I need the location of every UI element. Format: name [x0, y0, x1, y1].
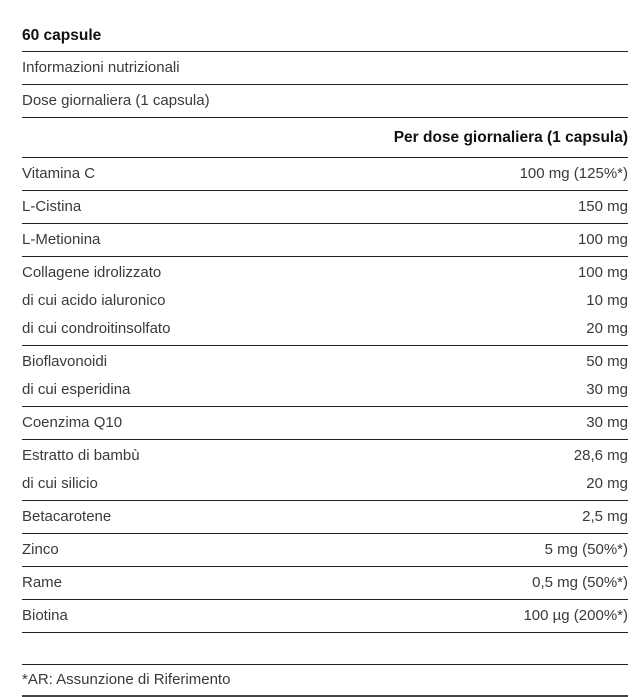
nutrient-name: Coenzima Q10: [22, 414, 123, 431]
nutrient-name: Collagene idrolizzato: [22, 264, 162, 281]
nutrient-line: Estratto di bambù 28,6 mg: [22, 442, 628, 470]
nutrient-row: L-Metionina 100 mg: [22, 224, 628, 257]
nutrient-name: Bioflavonoidi: [22, 353, 108, 370]
nutrient-name: Estratto di bambù: [22, 447, 140, 464]
nutrient-value: 100 µg (200%*): [523, 607, 628, 624]
nutrient-value: 20 mg: [586, 475, 628, 492]
column-header: Per dose giornaliera (1 capsula): [22, 118, 628, 158]
info-row: Informazioni nutrizionali: [22, 52, 628, 85]
nutrient-row: Estratto di bambù 28,6 mg di cui silicio 20…: [22, 440, 628, 501]
footnote: *AR: Assunzione di Riferimento: [22, 665, 628, 697]
nutrient-line: di cui acido ialuronico 10 mg: [22, 287, 628, 315]
nutrient-value: 5 mg (50%*): [544, 541, 628, 558]
nutrient-name: di cui acido ialuronico: [22, 292, 166, 309]
nutrient-row: L-Cistina 150 mg: [22, 191, 628, 224]
nutrient-line: Coenzima Q10 30 mg: [22, 409, 628, 437]
nutrient-name: L-Metionina: [22, 231, 101, 248]
nutrient-line: Biotina 100 µg (200%*): [22, 602, 628, 630]
nutrient-line: Bioflavonoidi 50 mg: [22, 348, 628, 376]
nutrient-value: 100 mg: [577, 231, 628, 248]
nutrient-line: Collagene idrolizzato 100 mg: [22, 259, 628, 287]
nutrient-value: 50 mg: [586, 353, 628, 370]
nutrient-value: 10 mg: [586, 292, 628, 309]
nutrient-value: 2,5 mg: [582, 508, 628, 525]
nutrient-name: L-Cistina: [22, 198, 82, 215]
info-label: Informazioni nutrizionali: [22, 59, 180, 76]
product-size-title: 60 capsule: [22, 20, 628, 52]
nutrient-line: Vitamina C 100 mg (125%*): [22, 160, 628, 188]
nutrient-line: di cui esperidina 30 mg: [22, 376, 628, 404]
nutrient-name: Vitamina C: [22, 165, 96, 182]
nutrient-line: di cui condroitinsolfato 20 mg: [22, 315, 628, 343]
empty-row: [22, 633, 628, 665]
nutrient-row: Betacarotene 2,5 mg: [22, 501, 628, 534]
nutrient-value: 0,5 mg (50%*): [532, 574, 628, 591]
nutrient-value: 28,6 mg: [573, 447, 628, 464]
nutrient-line: di cui silicio 20 mg: [22, 470, 628, 498]
nutrient-name: Zinco: [22, 541, 59, 558]
nutrient-line: Rame 0,5 mg (50%*): [22, 569, 628, 597]
nutrient-name: Betacarotene: [22, 508, 112, 525]
nutrient-name: di cui esperidina: [22, 381, 131, 398]
nutrient-line: L-Cistina 150 mg: [22, 193, 628, 221]
nutrient-row: Bioflavonoidi 50 mg di cui esperidina 30 mg: [22, 346, 628, 407]
nutrient-value: 150 mg: [577, 198, 628, 215]
nutrition-table: 60 capsule Informazioni nutrizionali Dos…: [22, 20, 628, 697]
nutrient-line: Betacarotene 2,5 mg: [22, 503, 628, 531]
nutrient-name: di cui silicio: [22, 475, 98, 492]
nutrient-row: Zinco 5 mg (50%*): [22, 534, 628, 567]
nutrient-name: Biotina: [22, 607, 68, 624]
nutrient-line: Zinco 5 mg (50%*): [22, 536, 628, 564]
nutrient-row: Collagene idrolizzato 100 mg di cui acido …: [22, 257, 628, 346]
nutrient-value: 30 mg: [586, 414, 628, 431]
nutrient-value: 100 mg (125%*): [519, 165, 628, 182]
nutrient-value: 100 mg: [577, 264, 628, 281]
nutrient-name: Rame: [22, 574, 63, 591]
dose-label: Dose giornaliera (1 capsula): [22, 92, 210, 109]
nutrient-row: Biotina 100 µg (200%*): [22, 600, 628, 633]
nutrient-line: L-Metionina 100 mg: [22, 226, 628, 254]
nutrient-row: Coenzima Q10 30 mg: [22, 407, 628, 440]
dose-row: Dose giornaliera (1 capsula): [22, 85, 628, 118]
nutrient-value: 20 mg: [586, 320, 628, 337]
nutrient-name: di cui condroitinsolfato: [22, 320, 171, 337]
nutrient-value: 30 mg: [586, 381, 628, 398]
nutrient-row: Vitamina C 100 mg (125%*): [22, 158, 628, 191]
nutrient-row: Rame 0,5 mg (50%*): [22, 567, 628, 600]
